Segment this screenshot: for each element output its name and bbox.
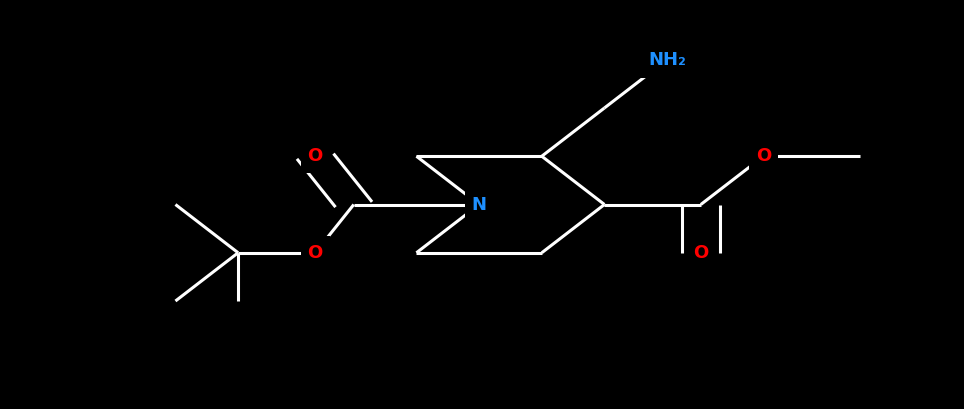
Text: N: N bbox=[471, 196, 487, 213]
FancyBboxPatch shape bbox=[301, 140, 330, 173]
FancyBboxPatch shape bbox=[630, 41, 703, 78]
FancyBboxPatch shape bbox=[465, 188, 494, 221]
Text: O: O bbox=[693, 244, 709, 262]
Text: O: O bbox=[308, 147, 323, 165]
FancyBboxPatch shape bbox=[686, 236, 715, 269]
Text: O: O bbox=[308, 244, 323, 262]
FancyBboxPatch shape bbox=[749, 140, 778, 173]
Text: O: O bbox=[756, 147, 771, 165]
Text: NH₂: NH₂ bbox=[648, 51, 686, 69]
FancyBboxPatch shape bbox=[301, 236, 330, 269]
